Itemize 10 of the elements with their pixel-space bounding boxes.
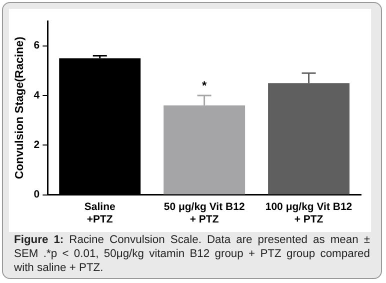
y-axis-title: Convulsion Stage(Racine) bbox=[14, 36, 26, 180]
x-tick-label: 100 μg/kg Vit B12 + PTZ bbox=[265, 200, 352, 226]
annotation: * bbox=[202, 78, 207, 92]
x-tick-label: Saline +PTZ bbox=[84, 200, 116, 226]
caption: Figure 1: Racine Convulsion Scale. Data are presented as mean ± SEM .*p < 0.01, 50μg/kg vitamin B12 group + PTZ group compared with saline + PTZ. bbox=[14, 233, 370, 275]
y-tick-label: 0 bbox=[34, 188, 40, 201]
y-tick-label: 6 bbox=[34, 40, 40, 52]
y-tick-label: 4 bbox=[34, 89, 40, 102]
y-tick-label: 2 bbox=[34, 139, 40, 152]
x-tick-label: 50 μg/kg Vit B12 + PTZ bbox=[164, 200, 245, 226]
